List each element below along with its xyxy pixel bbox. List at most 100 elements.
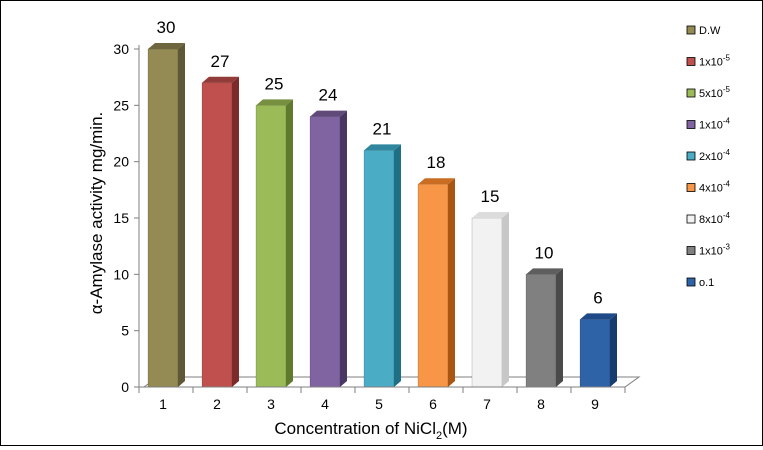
x-axis-title: Concentration of NiCl2(M)	[274, 419, 467, 442]
bar-front	[525, 274, 557, 388]
y-tick-label: 20	[113, 154, 129, 170]
bar	[579, 313, 617, 388]
bar-top	[310, 110, 347, 117]
bar-top	[148, 43, 185, 49]
y-tick-label: 0	[121, 379, 129, 395]
x-axis: 1 2 3 4 5 6 7 8 9	[138, 386, 626, 412]
legend-swatch	[686, 246, 696, 255]
y-tick-label: 30	[113, 41, 129, 57]
bar-front	[417, 183, 449, 388]
x-tick-label: 3	[267, 396, 275, 412]
x-axis-title-subscript: 2	[436, 430, 442, 442]
x-axis-title-main: Concentration of NiCl	[274, 419, 436, 438]
legend-item: 4x10-4	[686, 180, 731, 195]
bar-side	[394, 144, 401, 387]
x-tick-label: 5	[375, 396, 383, 412]
bar	[363, 144, 401, 388]
legend-swatch	[686, 25, 696, 35]
bar-front	[309, 116, 341, 388]
x-tick-label: 6	[429, 396, 437, 412]
bar-side	[448, 178, 455, 387]
legend-label: 4x10-4	[699, 180, 731, 195]
y-tick-label: 10	[113, 266, 129, 282]
data-label: 21	[373, 119, 392, 138]
data-label: 27	[211, 52, 230, 71]
legend-swatch	[686, 120, 696, 129]
x-axis-title-tail: (M)	[442, 419, 467, 438]
x-tick-label: 8	[537, 396, 545, 412]
data-label: 15	[481, 187, 500, 206]
x-tick-label: 1	[159, 396, 167, 412]
legend-item: 1x10-4	[686, 117, 731, 132]
x-tick-label: 2	[213, 396, 221, 412]
data-label: 30	[157, 18, 176, 37]
bar-side	[178, 43, 185, 387]
legend-item: o.1	[686, 277, 714, 289]
legend-label: D.W	[699, 25, 721, 37]
bar	[417, 178, 455, 388]
bar-side	[556, 268, 563, 387]
legend-swatch	[686, 183, 696, 192]
bar-front	[147, 48, 179, 388]
y-tick-label: 5	[121, 323, 129, 339]
legend-item: 8x10-4	[686, 211, 731, 226]
bar	[525, 268, 563, 388]
legend-label: 5x10-5	[699, 85, 731, 100]
legend-swatch	[686, 151, 696, 161]
y-tick-label: 15	[113, 210, 129, 226]
data-labels-group: 30 27 25 24 21 18 15 10 6	[157, 18, 603, 307]
bar-front	[363, 150, 395, 388]
bars-group	[147, 43, 617, 388]
bar-side	[232, 76, 239, 388]
legend-item: 5x10-5	[686, 85, 731, 100]
x-tick-label: 7	[483, 396, 491, 412]
bar	[471, 212, 509, 388]
bar	[147, 43, 185, 388]
legend-item: D.W	[686, 25, 721, 37]
bar-side	[286, 99, 293, 387]
bar-front	[201, 82, 233, 388]
data-label: 18	[427, 153, 446, 172]
legend-label: 1x10-3	[699, 243, 731, 258]
bar-top	[418, 178, 455, 185]
legend-swatch	[686, 57, 696, 66]
x-tick-label: 4	[321, 396, 329, 412]
legend-item: 1x10-5	[686, 54, 731, 69]
bar	[201, 76, 239, 388]
data-label: 24	[319, 86, 338, 105]
y-tick-label: 25	[113, 97, 129, 113]
data-label: 25	[265, 74, 284, 93]
legend-label: 1x10-4	[699, 117, 731, 132]
legend-label: o.1	[699, 277, 714, 289]
x-tick-label: 9	[591, 396, 599, 412]
legend: D.W 1x10-5 5x10-5 1x10-4 2x10-4 4x10-4 8x10-4 1…	[686, 25, 731, 289]
bar-top	[580, 313, 617, 320]
bar-front	[255, 105, 287, 388]
bar-front	[579, 319, 611, 388]
legend-label: 8x10-4	[699, 211, 731, 226]
y-axis-title: α-Amylase activity mg/min.	[87, 112, 106, 315]
bar-top	[526, 268, 563, 275]
bar-front	[471, 217, 503, 388]
bar-top	[472, 212, 509, 218]
data-label: 6	[593, 288, 602, 307]
bar-top	[364, 144, 401, 151]
legend-swatch	[686, 277, 696, 287]
bar	[255, 99, 293, 388]
bar-side	[502, 212, 509, 387]
legend-item: 2x10-4	[686, 148, 731, 163]
y-axis: 0 5 10 15 20 25 30	[113, 41, 140, 395]
bar-side	[610, 313, 617, 387]
data-label: 10	[535, 243, 554, 262]
bar-side	[340, 110, 347, 387]
bar-top	[202, 76, 239, 83]
legend-swatch	[686, 214, 696, 224]
bar	[309, 110, 347, 388]
legend-label: 2x10-4	[699, 148, 731, 163]
legend-label: 1x10-5	[699, 54, 731, 69]
legend-swatch	[686, 88, 696, 98]
legend-item: 1x10-3	[686, 243, 731, 258]
bar-top	[256, 99, 293, 106]
